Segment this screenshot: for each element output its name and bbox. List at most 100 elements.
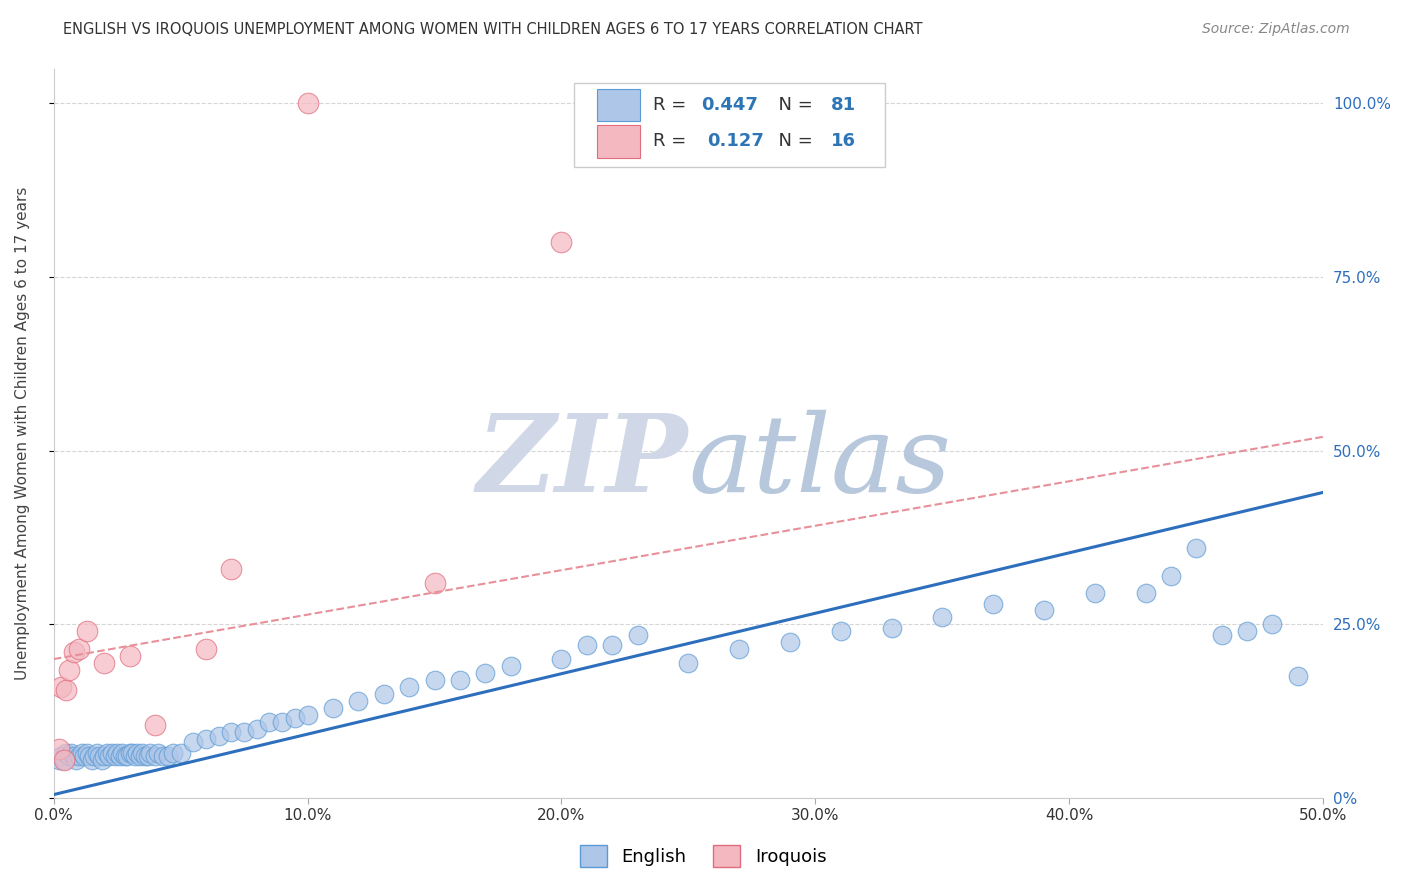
Point xyxy=(194,731,217,746)
Point xyxy=(423,673,446,687)
Point xyxy=(121,746,143,760)
Point xyxy=(297,707,319,722)
Point xyxy=(93,749,115,764)
Point xyxy=(221,562,243,576)
Point xyxy=(779,634,801,648)
Point xyxy=(96,746,118,760)
Point xyxy=(67,749,90,764)
Text: 81: 81 xyxy=(831,96,856,114)
Text: 0.447: 0.447 xyxy=(702,96,758,114)
Point xyxy=(1236,624,1258,639)
Point xyxy=(127,746,149,760)
Point xyxy=(143,749,166,764)
Point xyxy=(139,746,162,760)
Point xyxy=(271,714,294,729)
Text: atlas: atlas xyxy=(689,409,952,515)
FancyBboxPatch shape xyxy=(574,83,886,167)
Text: R =: R = xyxy=(652,96,692,114)
Text: ZIP: ZIP xyxy=(477,409,689,516)
Point xyxy=(77,749,100,764)
Point xyxy=(499,659,522,673)
Point xyxy=(129,749,152,764)
Point xyxy=(678,656,700,670)
Point xyxy=(1286,669,1309,683)
Point xyxy=(194,641,217,656)
Point xyxy=(162,746,184,760)
Point xyxy=(297,96,319,111)
Y-axis label: Unemployment Among Women with Children Ages 6 to 17 years: Unemployment Among Women with Children A… xyxy=(15,186,30,680)
Point xyxy=(89,749,111,764)
Point xyxy=(347,694,370,708)
Point xyxy=(880,621,903,635)
Point xyxy=(58,663,80,677)
Point xyxy=(134,749,156,764)
Point xyxy=(52,753,75,767)
Point xyxy=(575,638,598,652)
Point xyxy=(1261,617,1284,632)
Point xyxy=(931,610,953,624)
Point xyxy=(118,746,141,760)
Point xyxy=(146,746,169,760)
Text: Source: ZipAtlas.com: Source: ZipAtlas.com xyxy=(1202,22,1350,37)
Point xyxy=(101,746,124,760)
Point xyxy=(76,624,98,639)
Point xyxy=(156,749,179,764)
Point xyxy=(55,746,77,760)
Text: 0.127: 0.127 xyxy=(707,133,765,151)
FancyBboxPatch shape xyxy=(598,89,640,121)
FancyBboxPatch shape xyxy=(598,126,640,158)
Point xyxy=(221,725,243,739)
Point xyxy=(981,597,1004,611)
Point xyxy=(1135,586,1157,600)
Point xyxy=(63,645,86,659)
Point xyxy=(55,683,77,698)
Point xyxy=(550,652,572,666)
Point xyxy=(181,735,204,749)
Point xyxy=(105,746,128,760)
Point xyxy=(373,687,395,701)
Text: ENGLISH VS IROQUOIS UNEMPLOYMENT AMONG WOMEN WITH CHILDREN AGES 6 TO 17 YEARS CO: ENGLISH VS IROQUOIS UNEMPLOYMENT AMONG W… xyxy=(63,22,922,37)
Point xyxy=(398,680,420,694)
Point xyxy=(259,714,281,729)
Point xyxy=(233,725,256,739)
Point xyxy=(80,753,103,767)
Point xyxy=(114,749,136,764)
Point xyxy=(474,665,496,680)
Point xyxy=(73,749,96,764)
Point xyxy=(152,749,174,764)
Text: 16: 16 xyxy=(831,133,856,151)
Point xyxy=(48,742,70,756)
Point xyxy=(117,749,139,764)
Point xyxy=(58,749,80,764)
Point xyxy=(70,746,93,760)
Point xyxy=(51,749,73,764)
Point xyxy=(118,648,141,663)
Point xyxy=(550,235,572,250)
Point xyxy=(83,749,105,764)
Text: R =: R = xyxy=(652,133,697,151)
Point xyxy=(103,749,125,764)
Point xyxy=(67,641,90,656)
Point xyxy=(627,628,650,642)
Point xyxy=(136,749,159,764)
Point xyxy=(728,641,751,656)
Point xyxy=(111,746,134,760)
Point xyxy=(449,673,471,687)
Text: N =: N = xyxy=(768,133,818,151)
Point xyxy=(124,749,146,764)
Point xyxy=(284,711,307,725)
Point xyxy=(1032,603,1054,617)
Point xyxy=(143,718,166,732)
Point xyxy=(108,749,131,764)
Point xyxy=(63,749,86,764)
Point xyxy=(93,656,115,670)
Point xyxy=(98,749,121,764)
Point xyxy=(1160,568,1182,582)
Point xyxy=(52,753,75,767)
Point xyxy=(60,746,83,760)
Point xyxy=(208,729,231,743)
Point xyxy=(600,638,623,652)
Point xyxy=(131,746,153,760)
Point xyxy=(86,746,108,760)
Point xyxy=(169,746,191,760)
